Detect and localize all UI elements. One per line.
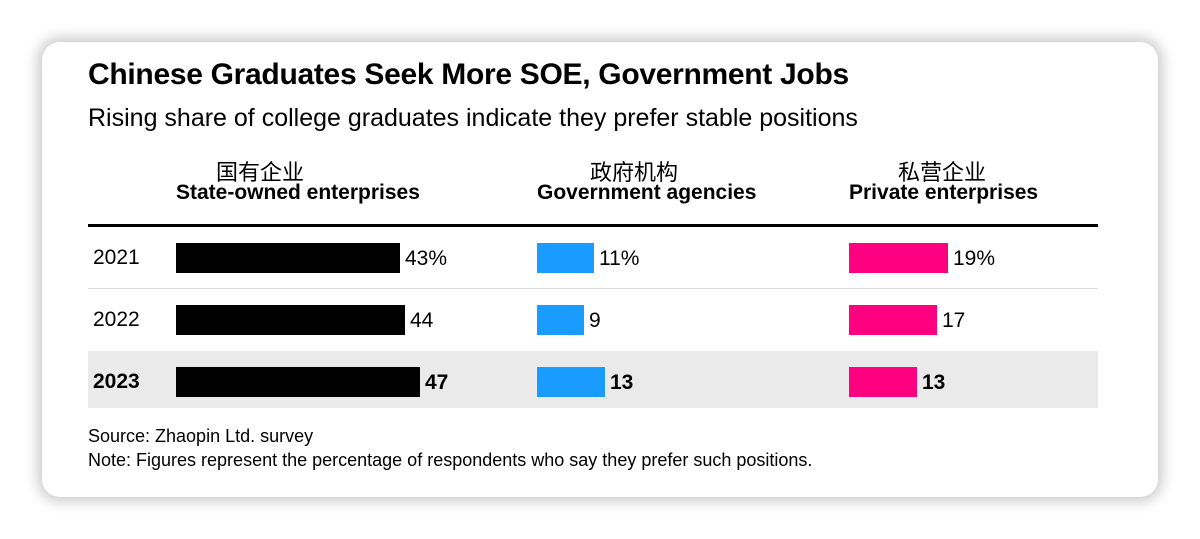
value-label-private-2023: 13 [922,371,946,394]
value-label-soe-2023: 47 [425,371,449,394]
column-header-zh-gov: 政府机构 [590,161,679,186]
bar-soe-2022 [176,305,405,335]
row-separator [88,288,1098,289]
value-label-gov-2021: 11% [599,247,640,270]
chart-subtitle: Rising share of college graduates indica… [88,104,858,132]
year-label: 2021 [93,246,140,269]
value-label-private-2022: 17 [942,309,966,332]
bar-gov-2022 [537,305,584,335]
footnote: Note: Figures represent the percentage o… [88,450,813,470]
bar-private-2021 [849,243,948,273]
value-label-gov-2023: 13 [610,371,634,394]
value-label-private-2021: 19% [953,247,996,270]
year-label: 2023 [93,370,140,393]
header-rule [88,224,1098,227]
value-label-soe-2021: 43% [405,247,448,270]
column-header-soe: State-owned enterprises [176,181,420,204]
bar-soe-2021 [176,243,400,273]
source-note: Source: Zhaopin Ltd. survey [88,426,314,446]
bar-private-2023 [849,367,917,397]
chart-title: Chinese Graduates Seek More SOE, Governm… [88,58,849,91]
bar-private-2022 [849,305,937,335]
bar-gov-2023 [537,367,605,397]
bar-gov-2021 [537,243,594,273]
column-header-gov: Government agencies [537,181,757,204]
column-header-private: Private enterprises [849,181,1039,204]
value-label-soe-2022: 44 [410,309,434,332]
year-label: 2022 [93,308,140,331]
column-header-zh-private: 私营企业 [898,161,987,186]
value-label-gov-2022: 9 [589,309,601,332]
column-header-zh-soe: 国有企业 [216,161,305,186]
bar-soe-2023 [176,367,420,397]
